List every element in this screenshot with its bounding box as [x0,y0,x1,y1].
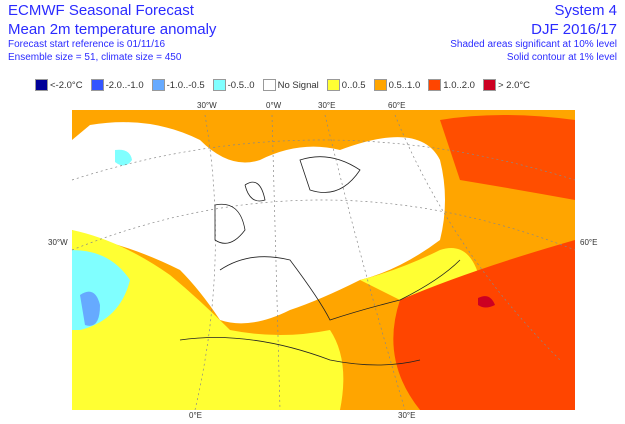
legend-label: -1.0..-0.5 [166,79,205,91]
legend-item: 0.5..1.0 [373,79,421,91]
coastlines [179,156,461,366]
legend-item: 1.0..2.0 [428,79,475,91]
top-label-0w: 0°W [266,101,282,110]
subtitle: Mean 2m temperature anomaly [8,21,217,38]
legend-item: > 2.0°C [482,79,531,91]
legend-swatch [90,79,104,91]
legend-swatch [428,79,442,91]
legend-label: 1.0..2.0 [443,79,475,91]
contour-note: Solid contour at 1% level [506,52,617,63]
cyan-region-north [115,149,132,166]
system-label: System 4 [554,2,617,19]
legend-label: -0.5..0 [227,79,255,91]
legend-label: -2.0..-1.0 [105,79,144,91]
right-label-60e: 60°E [580,238,598,247]
red-orange-region [393,240,575,410]
bottom-label-0e: 0°E [189,411,202,420]
legend-swatch [151,79,165,91]
legend-swatch [212,79,226,91]
legend-item: 0..0.5 [326,79,366,91]
no-signal-region [72,122,445,324]
period-label: DJF 2016/17 [531,21,617,38]
legend-label: No Signal [277,79,319,91]
legend-item: <-2.0°C [35,79,83,91]
legend-swatch [482,79,496,91]
legend-swatch [373,79,387,91]
graticule [71,114,576,411]
legend-label: 0.5..1.0 [388,79,421,91]
legend: <-2.0°C -2.0..-1.0 -1.0..-0.5 -0.5..0 No Sig… [35,79,538,91]
title: ECMWF Seasonal Forecast [8,2,194,19]
legend-label: <-2.0°C [50,79,83,91]
dark-red-region [478,296,495,308]
bottom-label-30e: 30°E [398,411,416,420]
legend-item: -2.0..-1.0 [90,79,144,91]
blue-region [80,291,100,326]
legend-swatch [326,79,340,91]
top-label-30e: 30°E [318,101,336,110]
yellow-region-south [72,230,344,410]
legend-label: 0..0.5 [341,79,366,91]
legend-item: No Signal [262,79,319,91]
red-orange-region-north [440,115,575,200]
legend-item: -1.0..-0.5 [151,79,205,91]
top-label-60e: 60°E [388,101,406,110]
left-label-30w: 30°W [48,238,68,247]
legend-swatch [262,79,276,91]
start-reference: Forecast start reference is 01/11/16 [8,39,166,50]
legend-swatch [35,79,48,91]
significance-note: Shaded areas significant at 10% level [450,39,617,50]
legend-item: -0.5..0 [212,79,255,91]
legend-label: > 2.0°C [497,79,531,91]
ensemble-size: Ensemble size = 51, climate size = 450 [8,52,182,63]
top-label-30w: 30°W [197,101,217,110]
